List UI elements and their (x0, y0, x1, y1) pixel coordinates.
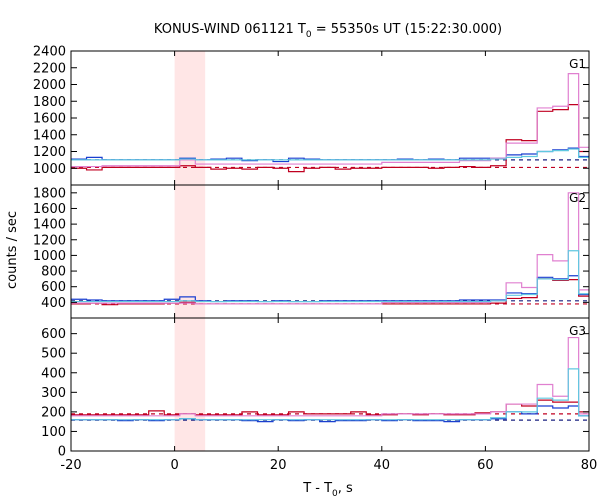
y-tick-label: 2200 (33, 61, 66, 76)
x-tick-label: 60 (477, 458, 494, 473)
panel-label-g1: G1 (569, 57, 586, 71)
x-tick-label: 20 (270, 458, 287, 473)
y-tick-label: 1000 (33, 162, 66, 177)
y-tick-label: 2000 (33, 78, 66, 93)
y-tick-label: 100 (41, 425, 66, 440)
chart-title-rest: = 55350s UT (15:22:30.000) (312, 22, 502, 37)
y-tick-label: 1600 (33, 112, 66, 127)
y-tick-label: 0 (58, 445, 66, 460)
y-tick-label: 600 (41, 280, 66, 295)
shaded-interval-band (174, 185, 206, 318)
y-tick-label: 1200 (33, 233, 66, 248)
series-blue-histogram (71, 275, 589, 303)
panel-frame (70, 317, 590, 452)
series-pink-histogram (71, 73, 589, 168)
x-axis-label: T - T0, s (302, 481, 353, 499)
y-tick-label: 300 (41, 386, 66, 401)
y-tick-label: 600 (41, 327, 66, 342)
panels: 10001200140016001800200022002400G1400600… (33, 45, 597, 474)
x-tick-label: 0 (170, 458, 178, 473)
panel-plot-area (71, 73, 589, 173)
y-tick-label: 400 (41, 366, 66, 381)
y-tick-label: 200 (41, 405, 66, 420)
y-tick-label: 1400 (33, 218, 66, 233)
y-tick-label: 1000 (33, 249, 66, 264)
x-axis-label-subscript: 0 (332, 489, 338, 499)
series-red-histogram (71, 104, 589, 173)
series-cyan-histogram (71, 148, 589, 161)
y-axis-label: counts / sec (5, 211, 20, 289)
series-pink-histogram (71, 336, 589, 417)
panel-g3: 0 100 200 300 400 500 600 G3 (41, 317, 590, 460)
series-cyan-histogram (71, 368, 589, 421)
y-tick-label: 1800 (33, 186, 66, 201)
y-tick-label: 500 (41, 347, 66, 362)
series-pink-histogram (71, 192, 589, 305)
x-tick-label: -20 (60, 458, 81, 473)
shaded-interval-band (174, 318, 206, 451)
panel-frame (70, 50, 590, 186)
y-tick-label: 800 (41, 265, 66, 280)
x-tick-label: 40 (374, 458, 391, 473)
y-tick-label: 1800 (33, 95, 66, 110)
chart-title: KONUS-WIND 061121 T0 = 55350s UT (15:22:… (154, 22, 502, 40)
x-axis-label-rest: , s (338, 481, 353, 496)
x-tick-label: 80 (581, 458, 598, 473)
y-tick-label: 1400 (33, 128, 66, 143)
y-tick-label: 400 (41, 296, 66, 311)
panel-label-g3: G3 (569, 324, 586, 338)
panel-plot-area (71, 192, 589, 306)
series-cyan-histogram (71, 250, 589, 303)
panel-plot-area (71, 336, 589, 423)
series-red-histogram (71, 399, 589, 416)
panel-label-g2: G2 (569, 191, 586, 205)
chart-title-subscript: 0 (306, 30, 312, 40)
y-tick-label: 1200 (33, 145, 66, 160)
y-tick-label: 1600 (33, 202, 66, 217)
y-tick-label: 2400 (33, 45, 66, 60)
